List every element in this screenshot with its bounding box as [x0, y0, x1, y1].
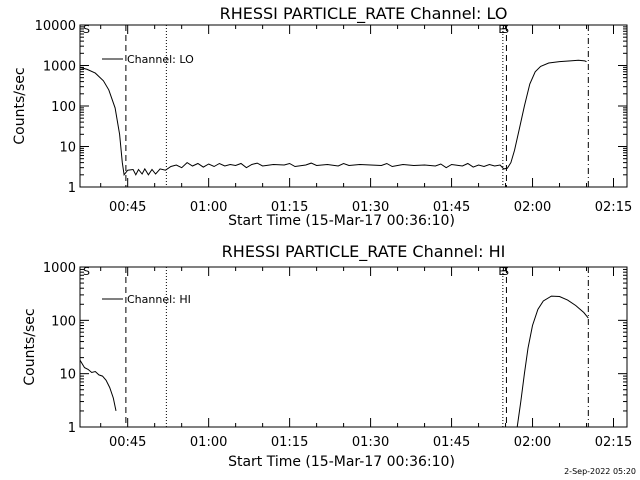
event-marker-label: E	[498, 23, 505, 36]
y-axis-label: Counts/sec	[22, 308, 38, 385]
x-tick-label: 02:00	[514, 435, 551, 450]
x-tick-label: 02:15	[595, 200, 632, 215]
chart-panel-hi: RHESSI PARTICLE_RATE Channel: HI Start Ti…	[22, 242, 632, 470]
y-axis-label: Counts/sec	[12, 67, 28, 144]
y-tick-label: 1	[68, 421, 76, 436]
series-line	[516, 295, 589, 428]
footer-timestamp: 2-Sep-2022 05:20	[564, 467, 636, 476]
x-tick-label: 01:30	[352, 200, 389, 215]
chart-panel-lo: RHESSI PARTICLE_RATE Channel: LO Start Ti…	[12, 4, 632, 229]
x-tick-label: 01:15	[271, 200, 308, 215]
x-tick-label: 02:00	[514, 200, 551, 215]
x-tick-label: 01:00	[190, 200, 227, 215]
event-marker-label: S	[83, 265, 90, 278]
legend-label: Channel: LO	[127, 53, 194, 66]
chart-title: RHESSI PARTICLE_RATE Channel: LO	[220, 4, 508, 24]
y-tick-label: 1	[68, 181, 76, 196]
x-tick-label: 02:15	[595, 435, 632, 450]
y-tick-label: 100	[51, 100, 76, 115]
y-tick-label: 1000	[43, 60, 76, 75]
x-axis-label: Start Time (15-Mar-17 00:36:10)	[228, 454, 455, 470]
x-tick-label: 00:45	[109, 435, 146, 450]
series-line	[79, 59, 587, 177]
plot-frame	[79, 266, 628, 428]
y-tick-label: 10	[59, 141, 76, 156]
y-tick-label: 100	[51, 314, 76, 329]
y-tick-label: 1000	[43, 261, 76, 276]
x-tick-label: 01:45	[433, 200, 470, 215]
x-axis-label: Start Time (15-Mar-17 00:36:10)	[228, 213, 455, 229]
x-tick-label: 01:15	[271, 435, 308, 450]
series-line	[79, 359, 117, 412]
y-tick-label: 10	[59, 368, 76, 383]
event-marker-label: S	[502, 265, 509, 278]
x-tick-label: 01:00	[190, 435, 227, 450]
chart-title: RHESSI PARTICLE_RATE Channel: HI	[222, 242, 506, 262]
y-tick-label: 10000	[35, 19, 76, 34]
x-tick-label: 01:45	[433, 435, 470, 450]
event-marker-label: S	[502, 23, 509, 36]
event-marker-label: S	[83, 23, 90, 36]
legend-label: Channel: HI	[127, 293, 191, 306]
plot-frame	[79, 24, 628, 188]
x-tick-label: 00:45	[109, 200, 146, 215]
x-tick-label: 01:30	[352, 435, 389, 450]
event-marker-label: E	[498, 265, 505, 278]
